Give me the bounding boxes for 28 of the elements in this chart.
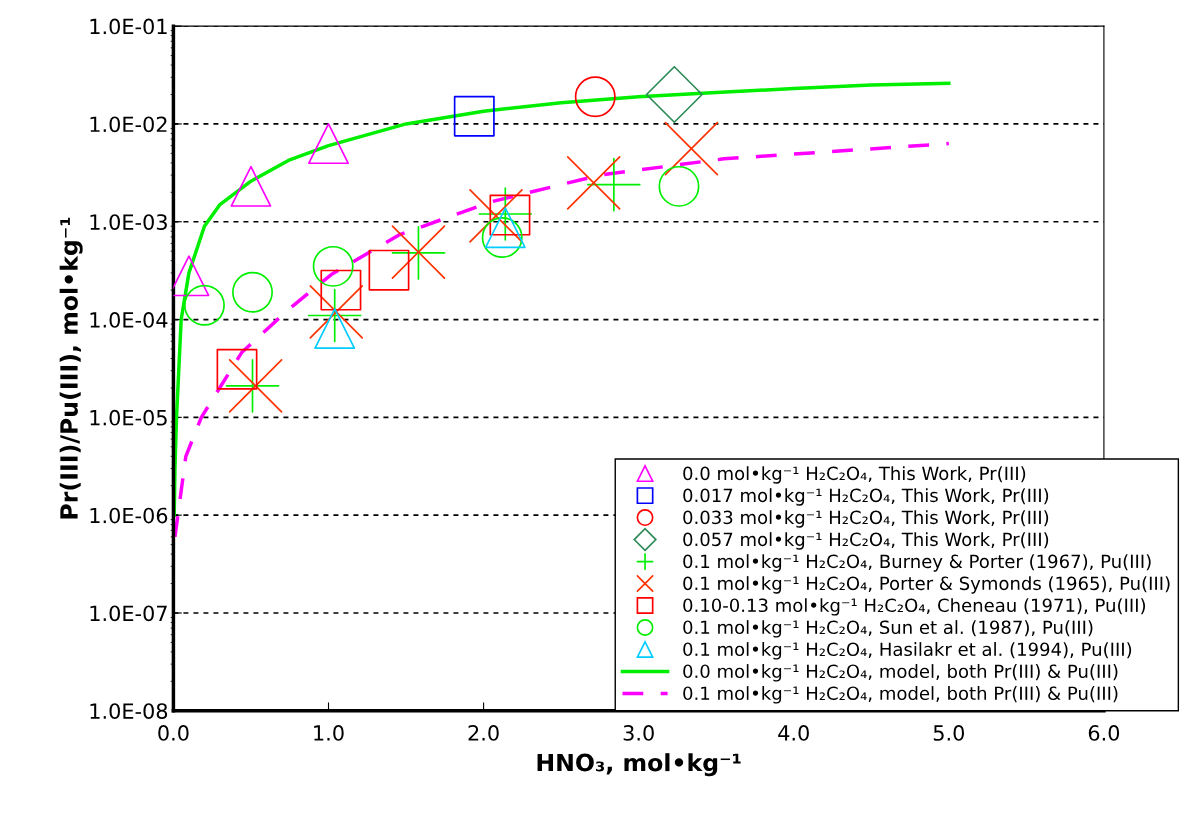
legend-label: 0.1 mol•kg⁻¹ H₂C₂O₄, Hasilakr et al. (1994), Pu(III) [683, 642, 1132, 660]
x-tick-label: 0.0 [158, 725, 189, 741]
y-tick-label: 1.0E-08 [90, 703, 168, 719]
x-tick-label: 1.0 [314, 725, 344, 741]
legend-label: 0.10-0.13 mol•kg⁻¹ H₂C₂O₄, Cheneau (1971), Pu(III) [683, 598, 1146, 616]
y-tick-label: 1.0E-03 [90, 214, 167, 230]
y-tick-label: 1.0E-02 [90, 116, 167, 133]
x-tick-label: 6.0 [1088, 725, 1120, 741]
y-axis-title: Pr(III)/Pu(III), mol•kg⁻¹ [59, 217, 83, 519]
x-tick-label: 4.0 [778, 725, 809, 741]
x-tick-label: 5.0 [933, 725, 965, 741]
y-tick-label: 1.0E-07 [90, 605, 167, 622]
legend-label: 0.033 mol•kg⁻¹ H₂C₂O₄, This Work, Pr(III) [683, 510, 1049, 528]
x-axis-title: HNO₃, mol•kg⁻¹ [537, 753, 741, 777]
legend-label: 0.1 mol•kg⁻¹ H₂C₂O₄, model, both Pr(III) & Pu(III) [683, 686, 1118, 704]
y-tick-label: 1.0E-01 [90, 18, 167, 35]
y-tick-label: 1.0E-04 [90, 312, 168, 328]
y-tick-label: 1.0E-06 [90, 507, 168, 524]
x-tick-label: 3.0 [623, 725, 654, 741]
legend-label: 0.1 mol•kg⁻¹ H₂C₂O₄, Burney & Porter (1967), Pu(III) [683, 554, 1151, 572]
y-tick-label: 1.0E-05 [90, 409, 167, 426]
x-tick-label: 2.0 [468, 725, 499, 741]
legend-label: 0.017 mol•kg⁻¹ H₂C₂O₄, This Work, Pr(III) [683, 488, 1049, 506]
legend-label: 0.1 mol•kg⁻¹ H₂C₂O₄, Porter & Symonds (1965), Pu(III) [683, 576, 1170, 594]
legend-label: 0.057 mol•kg⁻¹ H₂C₂O₄, This Work, Pr(III) [683, 532, 1049, 550]
legend-label: 0.0 mol•kg⁻¹ H₂C₂O₄, This Work, Pr(III) [683, 466, 1026, 484]
legend-label: 0.0 mol•kg⁻¹ H₂C₂O₄, model, both Pr(III) & Pu(III) [683, 664, 1118, 682]
legend-label: 0.1 mol•kg⁻¹ H₂C₂O₄, Sun et al. (1987), Pu(III) [683, 620, 1093, 638]
